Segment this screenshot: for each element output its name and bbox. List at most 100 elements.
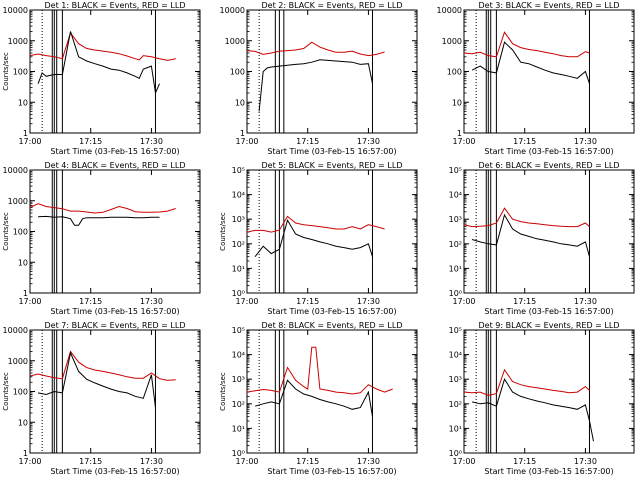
y-tick-label: 1000 <box>8 37 28 46</box>
y-tick-label: 100 <box>13 68 28 77</box>
series-line-black <box>471 213 590 257</box>
series-line-red <box>464 207 590 228</box>
x-tick-label: 17:15 <box>513 137 536 146</box>
x-tick-label: 17:15 <box>296 457 319 466</box>
y-tick-label: 100 <box>230 68 245 77</box>
x-tick-label: 17:00 <box>18 137 41 146</box>
series-line-red <box>247 346 393 395</box>
x-tick-label: 17:30 <box>574 457 597 466</box>
x-tick-label: 17:00 <box>452 457 475 466</box>
panel-5: 10⁰ 10¹ 10² 10³ 10⁴ 10⁵ 17:00 17:15 17:30 Det 5: … <box>219 161 418 316</box>
y-tick-label: 100 <box>13 388 28 397</box>
y-tick-label: 1 <box>23 129 28 138</box>
x-tick-label: 17:00 <box>235 137 258 146</box>
series-line-red <box>30 31 176 61</box>
x-axis-label: Start Time (03-Feb-15 16:57:00) <box>484 467 613 476</box>
plot-frame <box>246 9 418 134</box>
y-tick-label: 10 <box>18 98 28 107</box>
series-line-red <box>247 215 385 233</box>
y-tick-label: 1 <box>23 449 28 458</box>
y-tick-label: 10000 <box>3 326 28 335</box>
series-line-black <box>38 351 156 408</box>
x-tick-label: 17:15 <box>79 297 102 306</box>
y-tick-label: 10 <box>452 98 462 107</box>
plot-frame <box>463 329 635 454</box>
panel-title: Det 6: BLACK = Events, RED = LLD <box>479 161 620 170</box>
y-tick-label: 10³ <box>232 375 245 384</box>
panel-7: 1 10 100 1000 10000 17:00 17:15 17:30 Det 7: BLA… <box>2 321 201 476</box>
panel-title: Det 3: BLACK = Events, RED = LLD <box>479 1 620 10</box>
series-line-black <box>471 41 590 84</box>
x-tick-label: 17:00 <box>18 297 41 306</box>
x-tick-label: 17:30 <box>574 297 597 306</box>
y-tick-label: 10000 <box>437 6 462 15</box>
y-axis-label: Counts/sec <box>2 372 10 411</box>
x-axis-label: Start Time (03-Feb-15 16:57:00) <box>50 307 179 316</box>
y-tick-label: 10⁰ <box>449 449 462 458</box>
series-line-red <box>30 203 176 214</box>
y-tick-label: 10¹ <box>449 424 462 433</box>
panel-3: 1 10 100 1000 10000 17:00 17:15 17:30 Det 3: BLA… <box>437 1 635 156</box>
x-tick-label: 17:30 <box>357 297 380 306</box>
y-tick-label: 10⁵ <box>449 166 462 175</box>
x-tick-label: 17:15 <box>296 297 319 306</box>
x-tick-label: 17:30 <box>140 297 163 306</box>
x-axis-label: Start Time (03-Feb-15 16:57:00) <box>267 307 396 316</box>
x-tick-label: 17:00 <box>452 137 475 146</box>
y-tick-label: 10⁵ <box>449 326 462 335</box>
y-tick-label: 10² <box>449 240 462 249</box>
y-tick-label: 10¹ <box>232 424 245 433</box>
y-tick-label: 10 <box>18 258 28 267</box>
series-line-black <box>254 379 373 417</box>
series-line-red <box>247 41 385 57</box>
series-line-red <box>464 31 590 58</box>
x-tick-label: 17:15 <box>513 457 536 466</box>
x-tick-label: 17:30 <box>574 137 597 146</box>
series-line-black <box>254 219 373 258</box>
y-tick-label: 10⁴ <box>449 351 462 360</box>
plot-frame <box>29 169 201 294</box>
x-axis-label: Start Time (03-Feb-15 16:57:00) <box>50 467 179 476</box>
y-tick-label: 10⁰ <box>232 449 245 458</box>
plot-frame <box>29 9 201 134</box>
y-tick-label: 10⁵ <box>232 326 245 335</box>
y-tick-label: 10000 <box>3 166 28 175</box>
y-tick-label: 10³ <box>449 375 462 384</box>
y-tick-label: 10⁴ <box>449 191 462 200</box>
x-tick-label: 17:15 <box>79 137 102 146</box>
x-tick-label: 17:15 <box>79 457 102 466</box>
x-tick-label: 17:30 <box>140 457 163 466</box>
series-line-black <box>37 31 160 95</box>
x-tick-label: 17:00 <box>452 297 475 306</box>
panel-6: 10⁰ 10¹ 10² 10³ 10⁴ 10⁵ 17:00 17:15 17:30 Det 6: … <box>449 161 635 316</box>
x-tick-label: 17:00 <box>235 297 258 306</box>
y-tick-label: 10² <box>449 400 462 409</box>
x-tick-label: 17:00 <box>18 457 41 466</box>
x-axis-label: Start Time (03-Feb-15 16:57:00) <box>484 147 613 156</box>
y-tick-label: 1000 <box>225 37 245 46</box>
y-tick-label: 10 <box>235 98 245 107</box>
y-tick-label: 1000 <box>8 197 28 206</box>
panel-title: Det 5: BLACK = Events, RED = LLD <box>262 161 403 170</box>
y-tick-label: 10³ <box>232 215 245 224</box>
y-tick-label: 10000 <box>220 6 245 15</box>
panel-title: Det 2: BLACK = Events, RED = LLD <box>262 1 403 10</box>
x-tick-label: 17:15 <box>296 137 319 146</box>
plot-frame <box>246 329 418 454</box>
x-axis-label: Start Time (03-Feb-15 16:57:00) <box>484 307 613 316</box>
y-tick-label: 10¹ <box>232 264 245 273</box>
series-line-black <box>258 59 373 112</box>
y-tick-label: 10⁵ <box>232 166 245 175</box>
y-tick-label: 1 <box>23 289 28 298</box>
panel-title: Det 1: BLACK = Events, RED = LLD <box>45 1 186 10</box>
panel-title: Det 8: BLACK = Events, RED = LLD <box>262 321 403 330</box>
y-axis-label: Counts/sec <box>219 212 227 251</box>
panel-8: 10⁰ 10¹ 10² 10³ 10⁴ 10⁵ 17:00 17:15 17:30 Det 8: … <box>219 321 418 476</box>
x-tick-label: 17:30 <box>140 137 163 146</box>
x-tick-label: 17:00 <box>235 457 258 466</box>
y-tick-label: 10 <box>18 418 28 427</box>
y-axis-label: Counts/sec <box>219 372 227 411</box>
series-line-red <box>30 350 176 381</box>
x-axis-label: Start Time (03-Feb-15 16:57:00) <box>50 147 179 156</box>
series-line-black <box>471 378 594 442</box>
